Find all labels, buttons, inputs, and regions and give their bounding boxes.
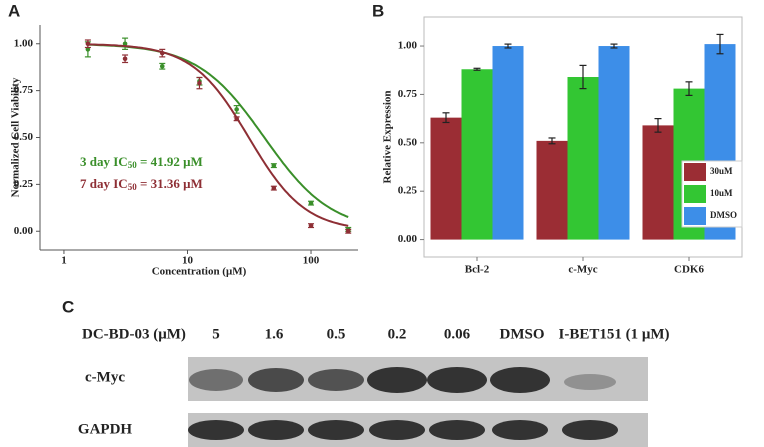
- x-tick-label: CDK6: [674, 264, 704, 276]
- bar: [642, 125, 674, 240]
- data-point: [159, 63, 165, 69]
- panel-label: C: [62, 297, 74, 316]
- y-tick-label: 0.00: [398, 233, 418, 245]
- panel-label: A: [8, 1, 20, 20]
- annotation-text: 7 day IC: [80, 176, 128, 191]
- annotation-sub: 50: [128, 160, 138, 170]
- legend-label: 10uM: [710, 188, 733, 198]
- lane-label: DMSO: [500, 326, 545, 342]
- x-tick-label: c-Myc: [568, 264, 597, 276]
- y-tick-label: 1.00: [398, 40, 418, 52]
- row-label: GAPDH: [78, 421, 132, 437]
- annotation-sub: 50: [128, 182, 138, 192]
- y-tick-label: 0.50: [14, 131, 34, 143]
- row-label: c-Myc: [85, 369, 125, 385]
- data-point: [234, 116, 239, 122]
- lane-label: 5: [212, 326, 220, 342]
- data-point: [271, 163, 277, 168]
- x-tick-label: 10: [182, 255, 194, 267]
- legend-label: 30uM: [710, 166, 733, 176]
- data-point: [85, 41, 91, 47]
- data-point: [159, 50, 165, 56]
- y-tick-label: 0.75: [398, 88, 418, 100]
- data-point: [271, 185, 277, 191]
- band: [562, 420, 618, 440]
- bar: [430, 117, 462, 240]
- y-tick-label: 0.00: [14, 225, 34, 237]
- treatment-label: DC-BD-03 (μM): [82, 326, 186, 342]
- band: [308, 420, 364, 440]
- x-tick-label: Bcl-2: [465, 264, 490, 276]
- lane-label: 0.2: [388, 326, 407, 342]
- bar: [492, 46, 524, 240]
- data-point: [345, 228, 351, 234]
- y-tick-label: 1.00: [14, 37, 34, 49]
- panel-label: B: [372, 1, 384, 20]
- lane-label: 0.06: [444, 326, 471, 342]
- lane-label: I-BET151 (1 μM): [559, 326, 670, 342]
- x-axis-label: Concentration (μM): [152, 266, 247, 278]
- data-point: [122, 41, 128, 47]
- band: [564, 374, 616, 390]
- bar: [461, 69, 493, 240]
- band: [427, 367, 487, 393]
- data-point: [122, 56, 128, 62]
- legend-swatch: [684, 207, 706, 225]
- lane-label: 0.5: [327, 326, 346, 342]
- band: [490, 367, 550, 393]
- legend-label: DMSO: [710, 210, 737, 220]
- y-axis-label: Relative Expression: [382, 91, 394, 184]
- data-point: [85, 47, 91, 52]
- band: [369, 420, 425, 440]
- data-point: [308, 200, 314, 206]
- band: [308, 369, 364, 391]
- band: [189, 369, 243, 391]
- band: [188, 420, 244, 440]
- y-tick-label: 0.50: [398, 136, 418, 148]
- bar: [598, 46, 630, 240]
- bar: [567, 77, 599, 240]
- band: [367, 367, 427, 393]
- data-point: [197, 80, 202, 86]
- legend-swatch: [684, 163, 706, 181]
- y-axis-label: Normalized Cell Viability: [10, 77, 22, 197]
- fit-curve: [87, 43, 349, 227]
- band: [248, 420, 304, 440]
- band: [429, 420, 485, 440]
- x-tick-label: 100: [303, 255, 320, 267]
- y-tick-label: 0.75: [14, 84, 34, 96]
- data-point: [234, 107, 239, 112]
- annotation: 7 day IC50 = 31.36 μM: [80, 176, 203, 192]
- annotation-rest: = 31.36 μM: [137, 176, 203, 191]
- bar: [536, 140, 568, 240]
- annotation-rest: = 41.92 μM: [137, 154, 203, 169]
- legend-swatch: [684, 185, 706, 203]
- data-point: [308, 223, 314, 228]
- blot-image: [188, 357, 648, 447]
- x-tick-label: 1: [61, 255, 67, 267]
- lane-label: 1.6: [265, 326, 284, 342]
- annotation: 3 day IC50 = 41.92 μM: [80, 154, 203, 170]
- band: [248, 368, 304, 392]
- y-tick-label: 0.25: [14, 178, 34, 190]
- annotation-text: 3 day IC: [80, 154, 128, 169]
- band: [492, 420, 548, 440]
- y-tick-label: 0.25: [398, 185, 418, 197]
